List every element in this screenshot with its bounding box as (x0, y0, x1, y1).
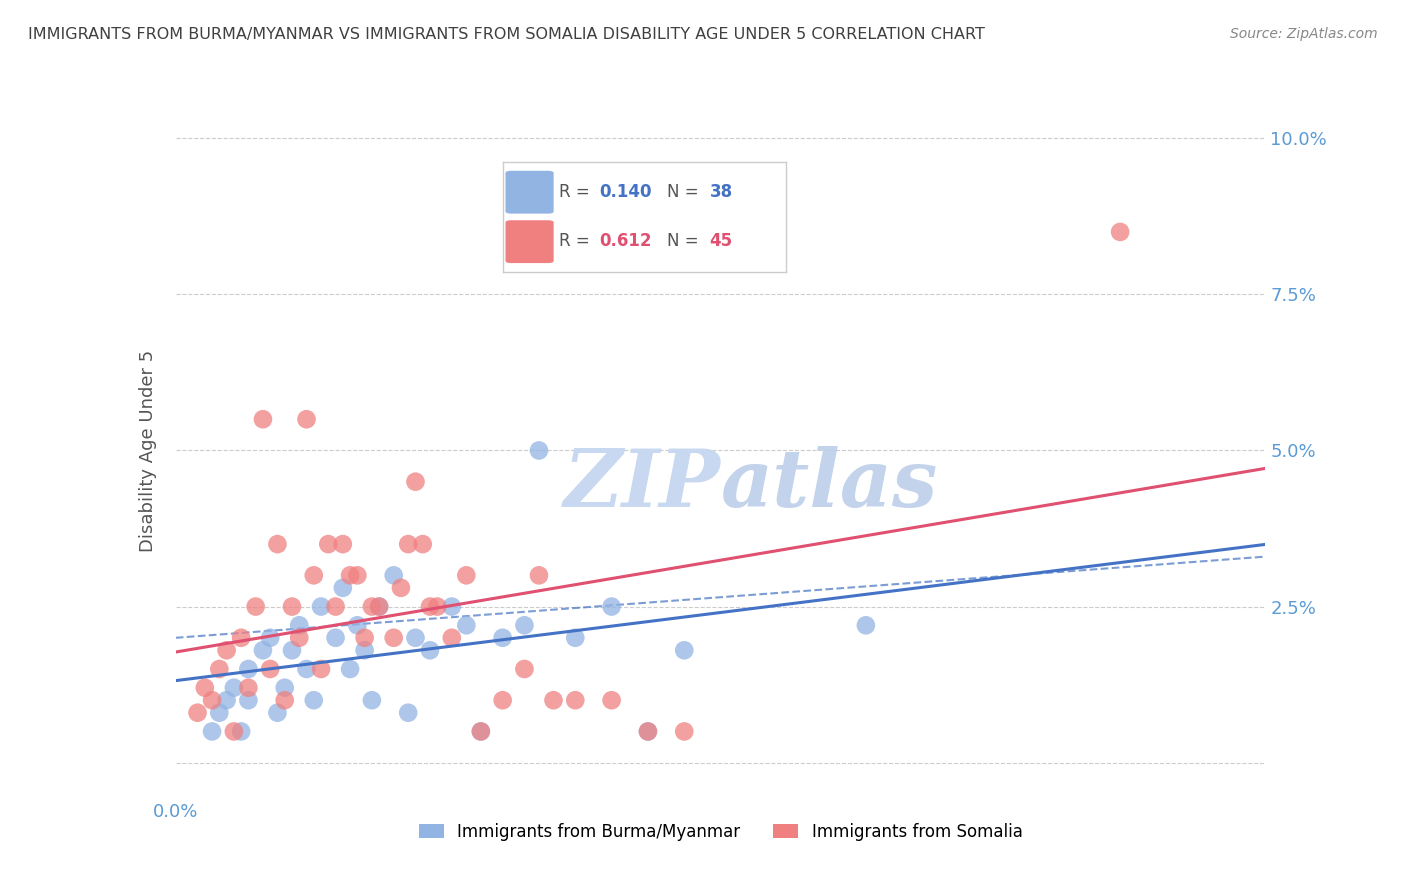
Text: 0.0%: 0.0% (153, 803, 198, 821)
Point (302, 693, 325, 707)
Point (492, 631, 515, 645)
Point (252, 643, 274, 657)
Point (419, 643, 441, 657)
Point (266, 706, 288, 720)
Point (288, 631, 311, 645)
Point (281, 643, 304, 657)
Point (396, 706, 419, 720)
Point (405, 475, 427, 489)
Point (389, 581, 412, 595)
Point (309, 599, 332, 614)
Point (368, 599, 391, 614)
Point (222, 681, 245, 695)
Point (309, 662, 332, 676)
Point (215, 693, 238, 707)
Point (440, 631, 463, 645)
Point (456, 568, 478, 582)
Point (208, 706, 231, 720)
Point (295, 412, 318, 426)
Point (492, 693, 515, 707)
Point (259, 631, 281, 645)
Point (295, 662, 318, 676)
Point (456, 618, 478, 632)
Y-axis label: Disability Age Under 5: Disability Age Under 5 (139, 350, 157, 551)
Point (318, 537, 340, 551)
Point (600, 599, 623, 614)
Point (353, 643, 375, 657)
Point (673, 643, 696, 657)
Point (288, 618, 311, 632)
Point (274, 681, 297, 695)
Point (637, 724, 659, 739)
Point (346, 568, 368, 582)
Point (201, 693, 224, 707)
Point (637, 724, 659, 739)
Point (440, 599, 463, 614)
Point (360, 693, 382, 707)
Point (564, 631, 586, 645)
Point (405, 631, 427, 645)
Point (382, 631, 405, 645)
Point (382, 568, 405, 582)
Point (368, 599, 391, 614)
Point (1109, 225, 1132, 239)
Legend: Immigrants from Burma/Myanmar, Immigrants from Somalia: Immigrants from Burma/Myanmar, Immigrant… (412, 816, 1029, 847)
Point (238, 662, 260, 676)
Point (339, 662, 361, 676)
Point (527, 568, 550, 582)
Point (346, 618, 368, 632)
Point (470, 724, 492, 739)
Point (673, 724, 696, 739)
Point (325, 599, 347, 614)
Point (332, 537, 354, 551)
Point (231, 631, 253, 645)
Point (855, 618, 877, 632)
Point (186, 706, 209, 720)
Point (332, 581, 354, 595)
Point (194, 681, 217, 695)
Point (360, 599, 382, 614)
Point (353, 631, 375, 645)
Text: Source: ZipAtlas.com: Source: ZipAtlas.com (1230, 27, 1378, 41)
Text: atlas: atlas (721, 446, 938, 524)
Point (201, 724, 224, 739)
Point (252, 412, 274, 426)
Point (543, 693, 565, 707)
Point (215, 643, 238, 657)
Point (419, 599, 441, 614)
Point (396, 537, 419, 551)
Point (527, 443, 550, 458)
Point (266, 537, 288, 551)
Point (302, 568, 325, 582)
Point (564, 693, 586, 707)
Point (231, 724, 253, 739)
Point (339, 568, 361, 582)
Text: ZIP: ZIP (564, 446, 721, 524)
Point (222, 724, 245, 739)
Point (245, 599, 267, 614)
Point (325, 631, 347, 645)
Point (274, 693, 297, 707)
Point (281, 599, 304, 614)
Point (259, 662, 281, 676)
Point (426, 599, 449, 614)
Point (412, 537, 434, 551)
Point (513, 662, 536, 676)
Text: IMMIGRANTS FROM BURMA/MYANMAR VS IMMIGRANTS FROM SOMALIA DISABILITY AGE UNDER 5 : IMMIGRANTS FROM BURMA/MYANMAR VS IMMIGRA… (28, 27, 986, 42)
Point (470, 724, 492, 739)
Point (208, 662, 231, 676)
Point (238, 693, 260, 707)
Point (238, 681, 260, 695)
Point (600, 693, 623, 707)
Point (513, 618, 536, 632)
